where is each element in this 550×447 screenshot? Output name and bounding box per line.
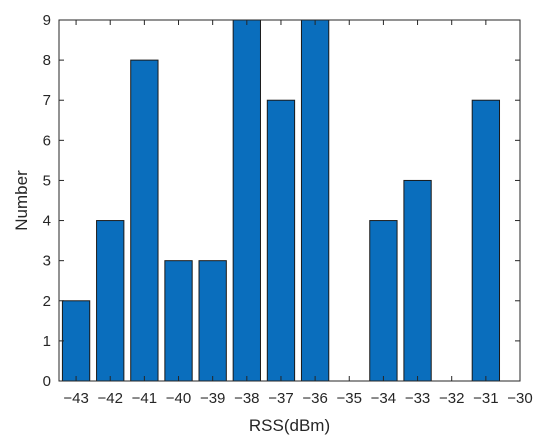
y-tick-label: 9 bbox=[43, 12, 51, 29]
x-tick-label: −43 bbox=[63, 390, 88, 407]
y-axis-label: Number bbox=[12, 170, 31, 231]
bar-neg42 bbox=[96, 220, 125, 382]
x-axis-label: RSS(dBm) bbox=[249, 416, 330, 435]
plot-frame bbox=[58, 19, 521, 382]
x-tick-label: −34 bbox=[371, 390, 396, 407]
bars-group bbox=[61, 19, 501, 382]
x-tick-label: −36 bbox=[302, 390, 327, 407]
x-axis-ticks: −43 −42 −41 −40 −39 −38 −37 −36 −35 −34 −33 −32 −31−… bbox=[63, 20, 533, 407]
bar-neg37 bbox=[266, 99, 296, 382]
x-tick-label: −39 bbox=[200, 390, 225, 407]
x-tick-label: −31 bbox=[473, 390, 498, 407]
x-tick-label: −30 bbox=[507, 390, 532, 407]
y-tick-label: 5 bbox=[43, 172, 51, 189]
x-tick-label: −33 bbox=[405, 390, 430, 407]
y-tick-label: 1 bbox=[43, 333, 51, 350]
x-tick-label: −32 bbox=[439, 390, 464, 407]
x-tick-label: −35 bbox=[337, 390, 362, 407]
bar-neg33 bbox=[403, 179, 432, 382]
x-tick-label: −42 bbox=[97, 390, 122, 407]
y-tick-label: 3 bbox=[43, 253, 51, 270]
y-tick-label: 2 bbox=[43, 293, 51, 310]
bar-neg36 bbox=[300, 19, 330, 382]
bar-neg40 bbox=[164, 260, 193, 382]
bar-neg38 bbox=[232, 19, 261, 382]
y-tick-label: 6 bbox=[43, 132, 51, 149]
x-tick-label: −40 bbox=[166, 390, 191, 407]
bar-neg39 bbox=[198, 260, 227, 382]
x-tick-label: −37 bbox=[268, 390, 293, 407]
y-tick-label: 4 bbox=[43, 213, 51, 230]
bar-neg43 bbox=[61, 300, 91, 382]
y-tick-label: 7 bbox=[43, 92, 51, 109]
bar-neg41 bbox=[130, 59, 159, 382]
bar-neg31 bbox=[471, 99, 501, 382]
y-tick-label: 0 bbox=[43, 373, 51, 390]
bar-neg34 bbox=[369, 220, 398, 382]
x-tick-label: −41 bbox=[132, 390, 157, 407]
x-tick-label: −38 bbox=[234, 390, 259, 407]
y-tick-label: 8 bbox=[43, 52, 51, 69]
